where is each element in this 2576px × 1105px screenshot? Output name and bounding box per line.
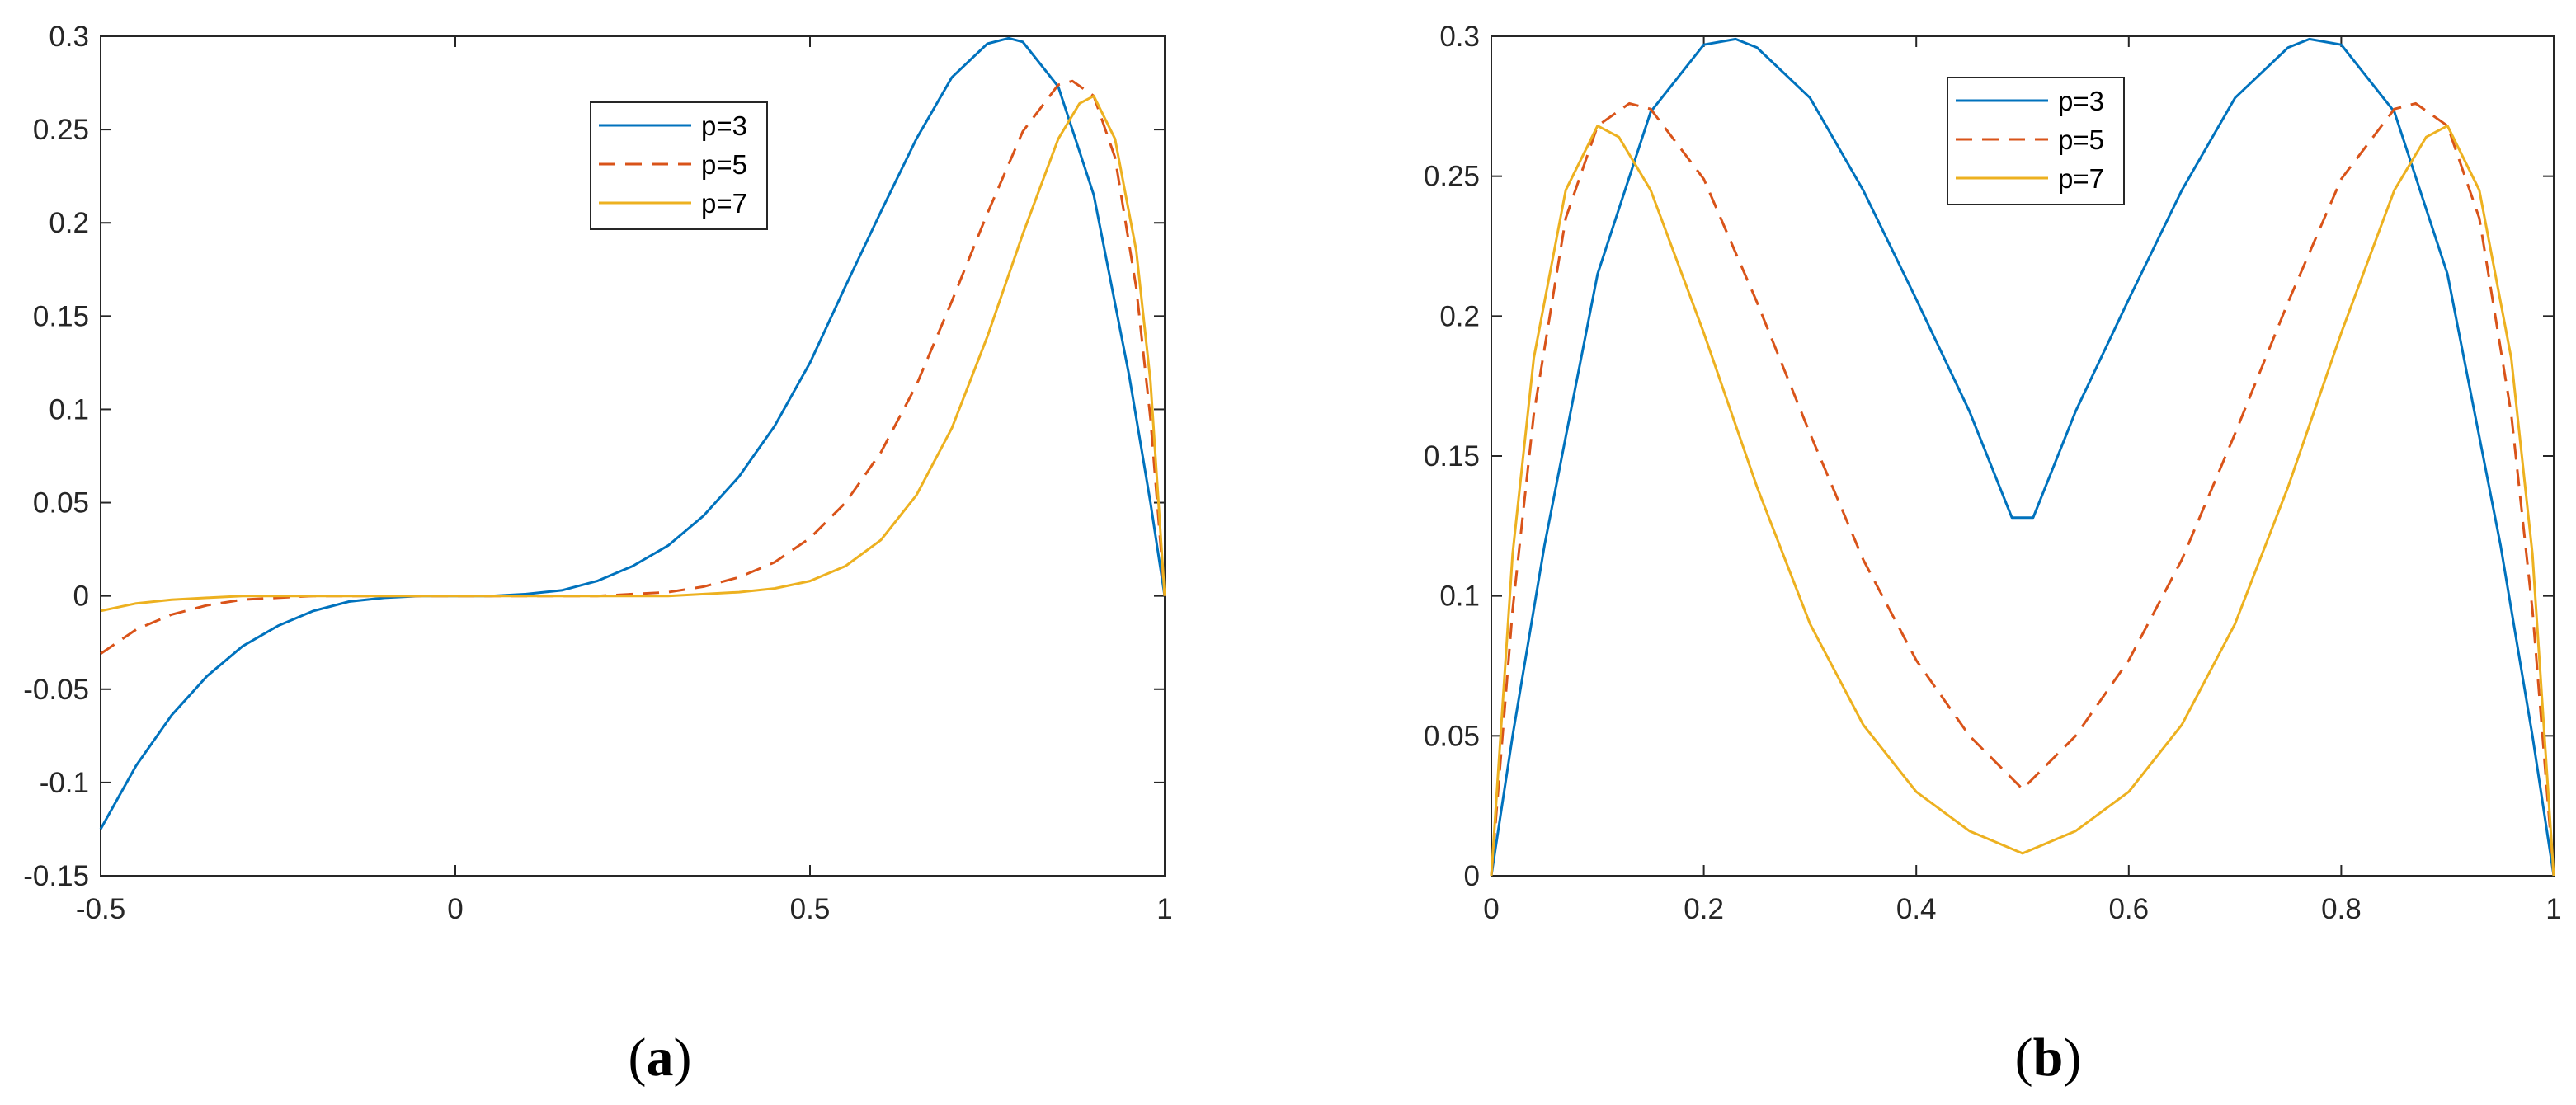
panel-a-y-tick-label: 0.2 xyxy=(49,207,89,239)
panel-b-y-tick-label: 0.25 xyxy=(1424,161,1480,193)
panel-b-series-line-p7 xyxy=(1490,125,2555,877)
panel-a-x-tick-label: 0 xyxy=(447,893,463,925)
panel-a: -0.5 0 0.5 1 -0.15 -0.1 -0.05 0 0.05 0.1 0.15 0.2 0.… xyxy=(23,21,1173,925)
panel-a-y-tick-label: 0.1 xyxy=(49,393,89,426)
panel-a-legend-label: p=7 xyxy=(701,188,747,219)
panel-b-y-tick-label: 0.1 xyxy=(1439,581,1480,613)
panel-b-y-tick-label: 0.05 xyxy=(1424,720,1480,752)
panel-a-x-tick-label: -0.5 xyxy=(76,893,125,925)
panel-a-legend-box xyxy=(590,101,768,230)
panel-b-x-tick-label: 1 xyxy=(2545,893,2561,925)
panel-a-x-tick-label: 0.5 xyxy=(790,893,831,925)
panel-b-series-line-p5 xyxy=(1490,101,2555,877)
panel-a-y-tick-label: 0.15 xyxy=(33,300,89,332)
panel-a-legend-label: p=3 xyxy=(701,110,747,141)
panel-b-legend-label: p=7 xyxy=(2058,163,2104,194)
caption-a-label: a xyxy=(647,1027,674,1088)
panel-b-x-tick-label: 0.6 xyxy=(2108,893,2149,925)
panel-b-legend-label: p=5 xyxy=(2058,125,2104,155)
panel-b: 0 0.2 0.4 0.6 0.8 100.050.10.150.20.250.3p=3p… xyxy=(1424,21,2562,925)
panel-b-legend-box xyxy=(1947,77,2125,205)
panel-a-y-tick-label: 0.05 xyxy=(33,487,89,520)
panel-a-series-line-p3 xyxy=(99,36,1166,830)
panel-b-x-tick-label: 0 xyxy=(1483,893,1499,925)
panel-a-y-tick-label: 0.25 xyxy=(33,114,89,146)
caption-a: (a) xyxy=(629,1027,692,1088)
panel-b-legend: p=3 p=5 p=7 xyxy=(1947,77,2125,205)
panel-b-legend-label: p=3 xyxy=(2058,86,2104,116)
panel-a-legend-label: p=5 xyxy=(701,149,747,180)
panel-a-y-tick-label: -0.15 xyxy=(23,860,89,892)
panel-a-series-line-p5 xyxy=(100,79,1166,656)
panel-a-y-tick-label: 0.3 xyxy=(49,21,89,53)
caption-b-label: b xyxy=(2033,1027,2064,1088)
panel-b-x-tick-label: 0.8 xyxy=(2321,893,2362,925)
panel-a-y-tick-label: -0.1 xyxy=(40,767,89,799)
panel-b-y-tick-label: 0.15 xyxy=(1424,440,1480,473)
panel-b-x-tick-label: 0.4 xyxy=(1896,893,1937,925)
panel-a-y-tick-label: 0 xyxy=(73,581,89,613)
panel-b-x-tick-label: 0.2 xyxy=(1684,893,1724,925)
panel-b-y-tick-label: 0.3 xyxy=(1439,21,1480,53)
panel-b-y-tick-label: 0 xyxy=(1464,860,1480,892)
panel-a-y-tick-label: -0.05 xyxy=(23,674,89,706)
panel-b-y-tick-label: 0.2 xyxy=(1439,300,1480,332)
panel-a-legend: p=3 p=5 p=7 xyxy=(590,101,768,230)
panel-a-series-line-p7 xyxy=(100,94,1166,613)
panel-b-series-line-p3 xyxy=(1490,37,2555,877)
panel-a-axes-box xyxy=(100,35,1166,877)
caption-b: (b) xyxy=(2015,1027,2082,1088)
panel-a-x-tick-label: 1 xyxy=(1156,893,1172,925)
